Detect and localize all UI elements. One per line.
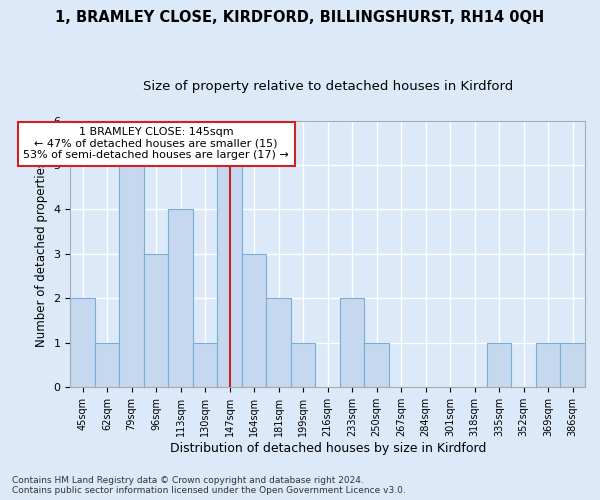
Text: Contains HM Land Registry data © Crown copyright and database right 2024.
Contai: Contains HM Land Registry data © Crown c… — [12, 476, 406, 495]
Title: Size of property relative to detached houses in Kirdford: Size of property relative to detached ho… — [143, 80, 513, 93]
Text: 1 BRAMLEY CLOSE: 145sqm
← 47% of detached houses are smaller (15)
53% of semi-de: 1 BRAMLEY CLOSE: 145sqm ← 47% of detache… — [23, 127, 289, 160]
Bar — [487, 343, 511, 388]
Bar — [266, 298, 291, 388]
X-axis label: Distribution of detached houses by size in Kirdford: Distribution of detached houses by size … — [170, 442, 486, 455]
Bar — [560, 343, 585, 388]
Bar — [242, 254, 266, 388]
Bar — [70, 298, 95, 388]
Bar — [291, 343, 316, 388]
Bar — [364, 343, 389, 388]
Bar — [144, 254, 169, 388]
Bar — [193, 343, 217, 388]
Text: 1, BRAMLEY CLOSE, KIRDFORD, BILLINGSHURST, RH14 0QH: 1, BRAMLEY CLOSE, KIRDFORD, BILLINGSHURS… — [55, 10, 545, 25]
Bar — [536, 343, 560, 388]
Bar — [340, 298, 364, 388]
Bar — [169, 210, 193, 388]
Bar — [217, 165, 242, 388]
Y-axis label: Number of detached properties: Number of detached properties — [35, 161, 48, 347]
Bar — [95, 343, 119, 388]
Bar — [119, 165, 144, 388]
